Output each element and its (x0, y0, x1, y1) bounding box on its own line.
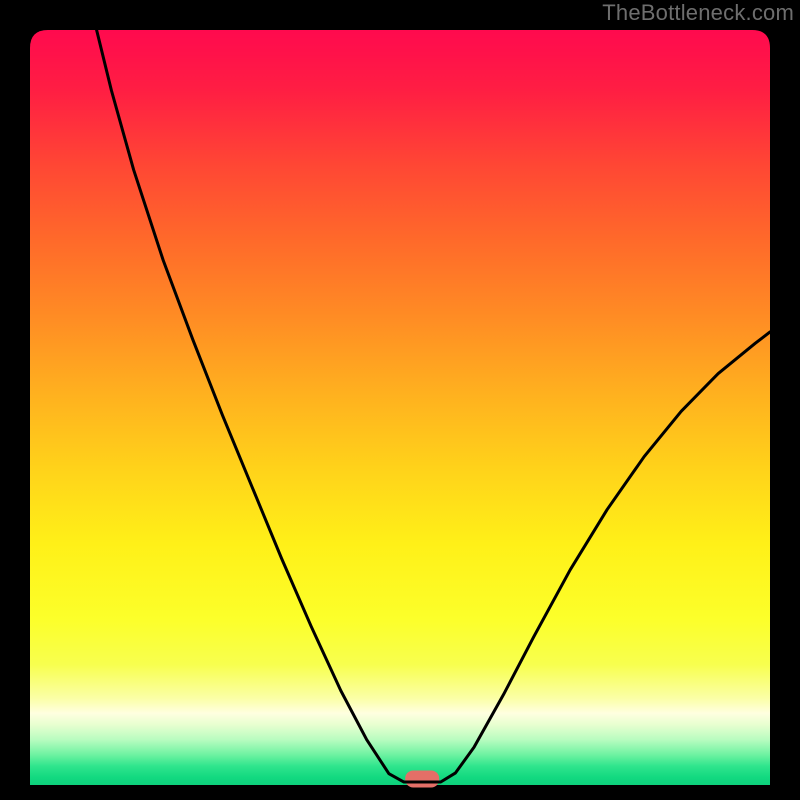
bottleneck-marker (405, 770, 439, 787)
chart-svg (0, 0, 800, 800)
chart-container: TheBottleneck.com (0, 0, 800, 800)
watermark-text: TheBottleneck.com (602, 0, 794, 26)
